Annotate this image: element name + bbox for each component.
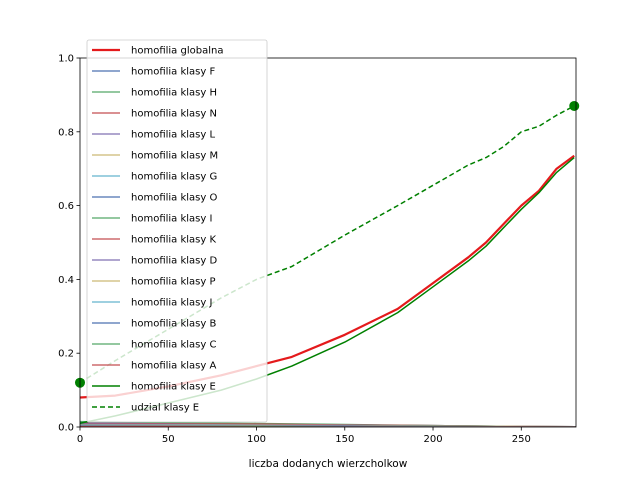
x-tick-label: 150 [335, 434, 354, 445]
x-tick-label: 200 [423, 434, 442, 445]
axes-frame [79, 57, 577, 428]
legend-label: homofilia klasy N [131, 109, 217, 120]
series-line-udzial-klasy-e [80, 105, 575, 384]
legend-label: homofilia klasy E [131, 382, 216, 393]
legend: homofilia globalna homofilia klasy F homof… [86, 39, 268, 423]
legend-label: homofilia klasy H [131, 88, 217, 99]
x-tick-label: 50 [162, 434, 175, 445]
legend-label: homofilia klasy J [131, 298, 212, 309]
y-tick-label: 0.8 [58, 127, 74, 138]
legend-label: homofilia klasy O [131, 193, 217, 204]
x-tick-label: 250 [512, 434, 531, 445]
legend-box [86, 39, 268, 423]
y-tick-label: 0.4 [58, 275, 74, 286]
legend-label: homofilia klasy I [131, 214, 212, 225]
axes: 0 50 100 150 200 250 0.0 0.2 0.4 0.6 0.8 1.0 [58, 54, 577, 445]
legend-label: homofilia klasy C [131, 340, 216, 351]
legend-label: homofilia klasy P [131, 277, 216, 288]
legend-label: homofilia klasy M [131, 151, 218, 162]
legend-label: homofilia klasy D [131, 256, 217, 267]
x-tick-label: 100 [247, 434, 266, 445]
y-tick-label: 0.2 [58, 349, 74, 360]
legend-label: udzial klasy E [131, 403, 199, 414]
end-marker-2 [569, 100, 580, 111]
legend-label: homofilia klasy L [131, 130, 215, 141]
legend-label: homofilia globalna [131, 46, 223, 57]
y-tick-label: 0.0 [58, 423, 74, 434]
x-tick-label: 0 [77, 434, 83, 445]
legend-label: homofilia klasy G [131, 172, 217, 183]
legend-label: homofilia klasy K [131, 235, 216, 246]
y-tick-label: 1.0 [58, 54, 74, 65]
legend-label: homofilia klasy F [131, 67, 215, 78]
legend-label: homofilia klasy B [131, 319, 216, 330]
x-axis-label: liczba dodanych wierzcholkow [249, 458, 408, 470]
legend-label: homofilia klasy A [131, 361, 216, 372]
y-tick-label: 0.6 [58, 201, 74, 212]
